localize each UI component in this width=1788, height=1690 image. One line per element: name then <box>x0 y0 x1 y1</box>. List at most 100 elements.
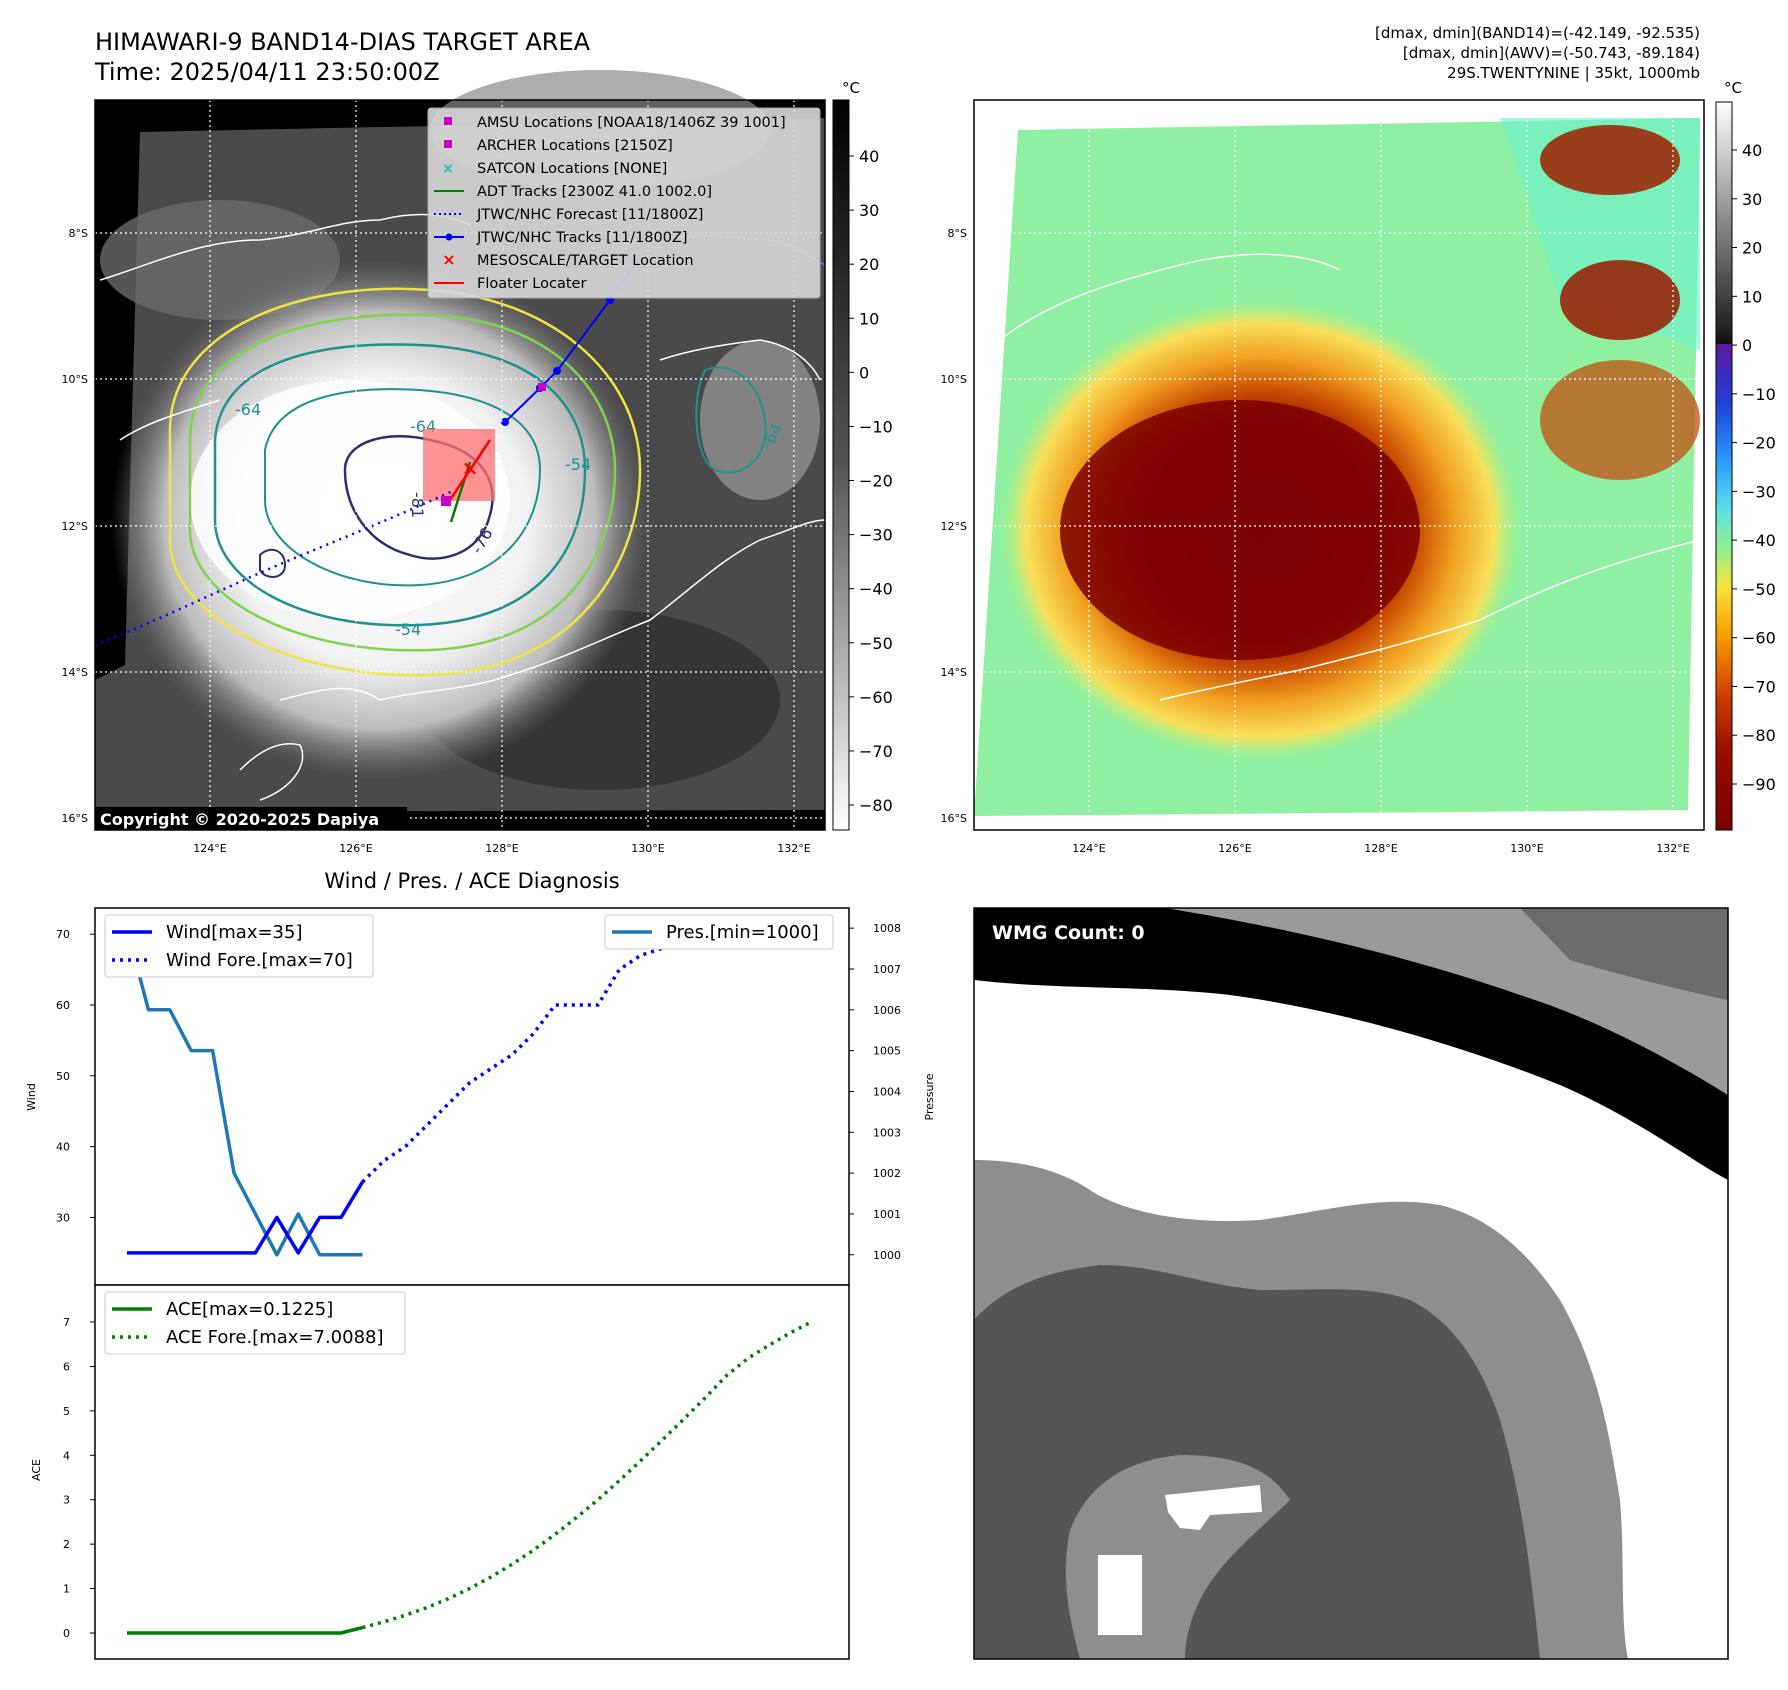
contour-teal <box>213 343 587 627</box>
ir-colorbar-tick-label: 40 <box>859 147 879 166</box>
legend-label: MESOSCALE/TARGET Location <box>477 253 694 269</box>
legend-archer-icon <box>444 140 452 148</box>
legend-label: ADT Tracks [2300Z 41.0 1002.0] <box>477 184 712 200</box>
coastline <box>1159 539 1701 701</box>
amsu-marker <box>538 383 546 391</box>
lat-label: 12°S <box>941 520 967 533</box>
ir-colorbar-scale <box>832 99 850 831</box>
pressure-tick-label: 1002 <box>873 1167 901 1180</box>
dias-colorbar-tick-label: 0 <box>1742 336 1752 355</box>
pressure-tick-label: 1005 <box>873 1045 901 1058</box>
ir-colorbar-tick-label: −10 <box>859 417 893 436</box>
ir-lon-labels: 124°E 126°E 128°E 130°E 132°E <box>193 842 810 855</box>
contour-teal-inner <box>264 388 542 587</box>
lat-label: 14°S <box>62 666 88 679</box>
pressure-y-ticks: 1000 1001 1002 1003 1004 1005 1006 1007 1008 <box>849 922 901 1262</box>
copyright-text: Copyright © 2020-2025 Dapiya <box>100 810 379 829</box>
wmg-band-black <box>974 908 1728 1180</box>
ir-colorbar-tick-label: −40 <box>859 580 893 599</box>
legend-target-icon: × <box>442 250 455 269</box>
dias-colorbar-tick-label: −30 <box>1742 482 1776 501</box>
contour-green <box>188 313 617 652</box>
coastline <box>659 339 821 381</box>
contour-label: -54 <box>395 620 421 639</box>
lat-label: 12°S <box>62 520 88 533</box>
ir-colorbar-tick-label: −60 <box>859 688 893 707</box>
dias-colorbar-tick-label: −90 <box>1742 775 1776 794</box>
wmg-frame <box>973 907 1729 1660</box>
lon-label: 130°E <box>631 842 664 855</box>
lat-label: 14°S <box>941 666 967 679</box>
ace-y-ticks: 0 1 2 3 4 5 6 7 <box>63 1316 95 1640</box>
dias-colorbar-upper <box>1716 102 1732 344</box>
dias-map-frame <box>973 99 1705 831</box>
dias-colorbar-tick-label: −40 <box>1742 531 1776 550</box>
wind-tick-label: 50 <box>56 1070 70 1083</box>
lat-label: 8°S <box>69 227 88 240</box>
ir-colorbar-tick-label: 0 <box>859 363 869 382</box>
ir-colorbar-tick-label: 20 <box>859 255 879 274</box>
pressure-line <box>125 927 363 1257</box>
dias-lon-labels: 124°E 126°E 128°E 130°E 132°E <box>1072 842 1689 855</box>
jtwc-track-point <box>553 367 561 375</box>
wind-tick-label: 30 <box>56 1211 70 1224</box>
ace-fore-legend-label: ACE Fore.[max=7.0088] <box>166 1327 384 1348</box>
wind-y-ticks: 30 40 50 60 70 <box>56 928 95 1224</box>
ace-forecast-line <box>362 1320 813 1630</box>
ir-map-panel: -64 -64 -54 -54 -76 -81 -64 × <box>62 70 826 855</box>
dias-colorbar-lower <box>1716 344 1732 830</box>
ir-colorbar-tick-label: −50 <box>859 634 893 653</box>
ace-tick-label: 4 <box>63 1449 70 1462</box>
pressure-tick-label: 1000 <box>873 1249 901 1262</box>
ir-colorbar-tick-label: −70 <box>859 742 893 761</box>
ace-plot: 0 1 2 3 4 5 6 7 ACE ACE[max=0.1225] ACE Fore.[m… <box>30 1284 850 1660</box>
contour-navy <box>343 435 494 560</box>
dias-colorbar-unit: °C <box>1724 79 1742 97</box>
dias-colorbar-tick-label: −50 <box>1742 580 1776 599</box>
dias-colorbar-tick-label: 40 <box>1742 141 1762 160</box>
ir-colorbar-tick-label: −80 <box>859 796 893 815</box>
ace-axis-label: ACE <box>30 1459 43 1481</box>
legend-label: AMSU Locations [NOAA18/1406Z 39 1001] <box>477 115 786 131</box>
lat-label: 8°S <box>948 227 967 240</box>
ace-series-group <box>126 1320 813 1635</box>
dias-gridlines <box>974 100 1704 830</box>
pressure-tick-label: 1001 <box>873 1208 901 1221</box>
target-box <box>423 429 495 501</box>
wind-tick-label: 40 <box>56 1141 70 1154</box>
coastline <box>99 213 471 281</box>
wind-axis-label: Wind <box>25 1083 38 1111</box>
lat-label: 16°S <box>62 812 88 825</box>
dias-colorbar-ticks: 40 30 20 10 0 −10 −20 −30 −40 −50 −60 −70 −80 −90 <box>1732 141 1776 794</box>
contour-label: -54 <box>565 455 591 474</box>
diagnosis-title: Wind / Pres. / ACE Diagnosis <box>324 869 619 893</box>
lon-label: 124°E <box>1072 842 1105 855</box>
contour-label: -81 <box>408 492 427 518</box>
pressure-tick-label: 1003 <box>873 1126 901 1139</box>
legend-box <box>427 107 821 299</box>
dias-colorbar-tick-label: −80 <box>1742 726 1776 745</box>
wind-fore-legend-label: Wind Fore.[max=70] <box>166 950 353 971</box>
dias-colorbar-tick-label: −70 <box>1742 677 1776 696</box>
coastline <box>999 253 1341 341</box>
dias-cell <box>1540 360 1700 480</box>
legend-tracks-dot-icon <box>445 233 453 241</box>
ir-colorbar-tick-label: −20 <box>859 472 893 491</box>
jtwc-track-point <box>501 418 509 426</box>
adt-track <box>449 461 472 523</box>
pressure-tick-label: 1007 <box>873 963 901 976</box>
lat-label: 10°S <box>62 373 88 386</box>
lon-label: 128°E <box>1364 842 1397 855</box>
contour-navy-small <box>259 548 287 578</box>
ace-tick-label: 7 <box>63 1316 70 1329</box>
legend-label: SATCON Locations [NONE] <box>477 161 667 177</box>
dias-deep-convection <box>1060 400 1420 660</box>
coastline <box>279 519 826 701</box>
legend-amsu-icon <box>444 117 452 125</box>
pressure-legend-label: Pres.[min=1000] <box>666 922 819 943</box>
dias-cell <box>1560 260 1680 340</box>
legend-label: JTWC/NHC Forecast [11/1800Z] <box>476 207 703 223</box>
mesoscale-target-marker: × <box>462 456 479 480</box>
